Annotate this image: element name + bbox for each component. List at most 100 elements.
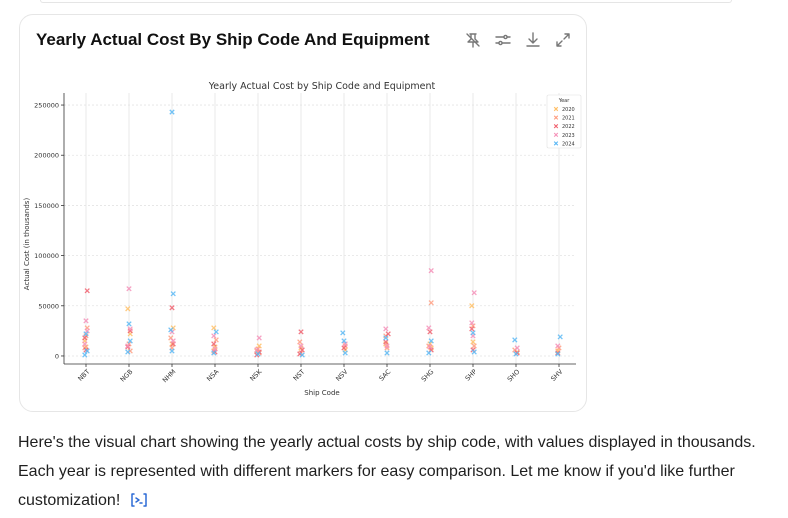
point-2024 [170,291,176,297]
point-2024 [341,338,347,344]
point-2022 [383,339,389,345]
x-axis-label: Ship Code [304,389,339,397]
point-2023 [384,343,390,349]
assistant-message: Here's the visual chart showing the year… [18,428,758,518]
point-2021 [471,343,477,349]
point-2024 [557,334,563,340]
point-2024 [125,349,131,355]
point-2021 [213,337,219,343]
point-2023 [383,326,389,332]
chart-axes: 0 50000 100000 150000 200000 250000 NBT NGB NHM N… [34,93,576,384]
point-2024 [213,329,219,335]
point-2024 [169,348,175,354]
point-2024 [513,351,519,357]
point-2024 [127,338,133,344]
y-tick-label: 50000 [38,302,59,310]
point-2024 [84,348,90,354]
point-2024 [299,352,305,358]
legend-marker-2024 [553,141,559,146]
point-2023 [84,328,90,334]
x-tick-label: NBT [76,368,91,383]
point-2024 [83,331,89,337]
x-tick-label: SHO [506,368,522,384]
x-tick-label: NSV [334,367,350,383]
y-axis-label: Actual Cost (in thousands) [23,198,31,291]
point-2024 [126,321,132,327]
point-2020 [470,339,476,345]
point-2024 [426,350,432,356]
point-2020 [125,306,131,312]
point-2020 [211,325,217,331]
x-tick-label: SHP [464,368,479,383]
point-2023 [126,286,132,292]
x-tick-label: NSK [248,367,264,383]
point-2023 [125,343,131,349]
sliders-icon[interactable] [494,31,512,49]
message-text: Here's the visual chart showing the year… [18,434,756,509]
point-2022 [298,329,304,335]
y-tick-label: 250000 [34,102,59,110]
point-2024 [383,335,389,341]
point-2024 [384,350,390,356]
point-2022 [385,331,391,337]
point-2024 [512,337,518,343]
point-2020 [256,343,262,349]
point-2021 [428,300,434,306]
point-2023 [211,333,217,339]
point-2023 [256,335,262,341]
legend-marker-2020 [553,106,559,112]
code-icon[interactable] [129,489,149,518]
y-tick-label: 100000 [34,252,59,260]
x-tick-label: NGB [119,368,135,384]
point-2023 [427,344,433,350]
y-tick-label: 0 [55,352,59,360]
point-2021 [384,345,390,351]
x-tick-label: SHV [549,367,565,383]
point-2020 [169,341,175,347]
chart-legend: Year 2020 2021 2022 2023 2024 [546,94,582,149]
point-2020 [469,303,475,309]
point-2023 [426,325,432,331]
y-tick-label: 200000 [34,152,59,160]
x-tick-label: SHG [420,368,436,384]
expand-icon[interactable] [554,31,572,49]
download-icon[interactable] [524,31,542,49]
legend-label: 2024 [562,141,575,147]
point-2024 [169,109,175,115]
point-2022 [299,347,305,353]
point-2024 [471,349,477,355]
x-tick-label: SAC [377,367,392,382]
point-2024 [428,338,434,344]
x-tick-label: NHM [161,368,178,385]
pin-off-icon[interactable] [464,31,482,49]
point-2023 [254,347,260,353]
point-2023 [471,290,477,296]
point-2022 [82,335,88,341]
point-2023 [170,338,176,344]
point-2023 [82,341,88,347]
legend-marker-2023 [553,132,559,137]
point-2023 [555,343,561,349]
point-2024 [82,352,88,358]
point-2024 [342,350,348,356]
point-2023 [514,345,520,351]
point-2023 [342,341,348,347]
legend-marker-2021 [553,115,559,120]
point-2023 [83,318,89,324]
scatter-chart: 0 50000 100000 150000 200000 250000 NBT NGB NHM N… [23,81,582,397]
legend-label: 2022 [562,124,575,130]
point-2024 [555,351,561,357]
point-2022 [469,326,475,332]
x-tick-label: NSA [205,367,221,383]
point-2023 [428,267,434,274]
legend-marker-2022 [553,124,559,129]
point-2024 [168,327,174,333]
point-2022 [341,345,347,351]
legend-label: 2021 [562,116,575,122]
point-2023 [469,320,475,326]
point-2022 [555,350,561,356]
y-tick-label: 150000 [34,202,59,210]
point-2022 [211,341,217,347]
point-2023 [127,326,133,332]
chart-card: Yearly Actual Cost By Ship Code And Equi… [19,14,587,412]
